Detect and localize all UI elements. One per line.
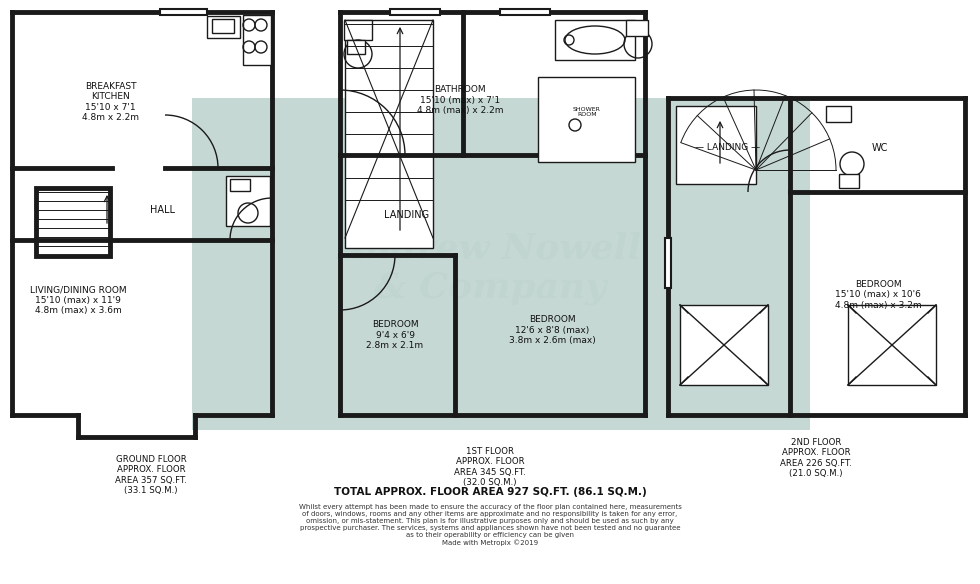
Bar — [555, 20, 635, 60]
Bar — [36, 188, 110, 256]
Bar — [347, 40, 365, 54]
Bar — [192, 98, 810, 430]
Bar — [230, 179, 250, 191]
Text: BATHROOM
15'10 (max) x 7'1
4.8m (max) x 2.2m: BATHROOM 15'10 (max) x 7'1 4.8m (max) x … — [416, 85, 504, 115]
Text: LIVING/DINING ROOM
15'10 (max) x 11'9
4.8m (max) x 3.6m: LIVING/DINING ROOM 15'10 (max) x 11'9 4.… — [30, 285, 126, 315]
Bar — [680, 305, 768, 385]
Bar — [243, 15, 271, 65]
Text: BREAKFAST
KITCHEN
15'10 x 7'1
4.8m x 2.2m: BREAKFAST KITCHEN 15'10 x 7'1 4.8m x 2.2… — [82, 82, 139, 122]
Bar — [665, 238, 671, 288]
Bar — [345, 20, 433, 248]
Text: WC: WC — [872, 143, 888, 153]
Text: GROUND FLOOR
APPROX. FLOOR
AREA 357 SQ.FT.
(33.1 SQ.M.): GROUND FLOOR APPROX. FLOOR AREA 357 SQ.F… — [115, 455, 187, 495]
Bar — [839, 174, 859, 188]
Text: Whilst every attempt has been made to ensure the accuracy of the floor plan cont: Whilst every attempt has been made to en… — [299, 504, 681, 546]
Text: 1ST FLOOR
APPROX. FLOOR
AREA 345 SQ.FT.
(32.0 SQ.M.): 1ST FLOOR APPROX. FLOOR AREA 345 SQ.FT. … — [454, 447, 526, 487]
Text: BEDROOM
15'10 (max) x 10'6
4.8m (max) x 3.2m: BEDROOM 15'10 (max) x 10'6 4.8m (max) x … — [835, 280, 921, 310]
Bar — [207, 16, 240, 38]
Text: Andrew Nowell
& Company: Andrew Nowell & Company — [338, 231, 642, 305]
Bar — [848, 305, 936, 385]
Bar — [390, 9, 440, 15]
Bar — [500, 9, 550, 15]
Text: HALL: HALL — [150, 205, 174, 215]
Text: BEDROOM
9'4 x 6'9
2.8m x 2.1m: BEDROOM 9'4 x 6'9 2.8m x 2.1m — [367, 320, 423, 350]
Text: TOTAL APPROX. FLOOR AREA 927 SQ.FT. (86.1 SQ.M.): TOTAL APPROX. FLOOR AREA 927 SQ.FT. (86.… — [333, 487, 647, 497]
Bar — [626, 20, 648, 36]
Bar — [676, 106, 756, 184]
Text: — LANDING —: — LANDING — — [696, 144, 760, 152]
Text: SHOWER
ROOM: SHOWER ROOM — [573, 107, 601, 117]
Bar — [344, 20, 372, 40]
Bar — [212, 19, 234, 33]
Text: BEDROOM
12'6 x 8'8 (max)
3.8m x 2.6m (max): BEDROOM 12'6 x 8'8 (max) 3.8m x 2.6m (ma… — [509, 315, 596, 345]
Bar — [226, 176, 270, 226]
Text: LANDING: LANDING — [384, 210, 429, 220]
Bar — [538, 77, 635, 162]
Bar — [160, 9, 207, 15]
Bar — [826, 106, 851, 122]
Text: 2ND FLOOR
APPROX. FLOOR
AREA 226 SQ.FT.
(21.0 SQ.M.): 2ND FLOOR APPROX. FLOOR AREA 226 SQ.FT. … — [780, 438, 852, 478]
